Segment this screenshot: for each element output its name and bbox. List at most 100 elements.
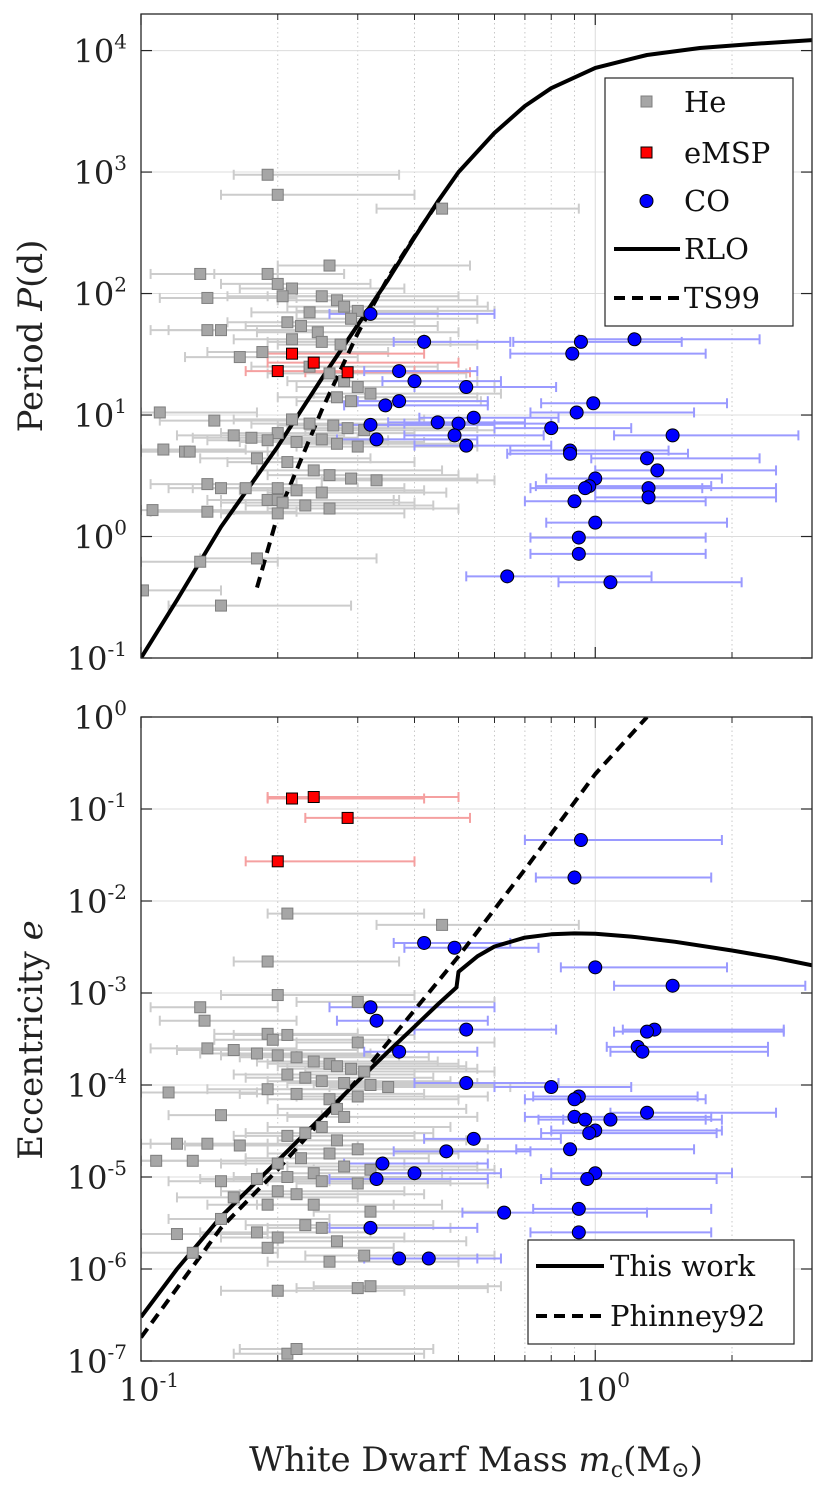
he-point — [282, 908, 293, 919]
he-point — [137, 585, 148, 596]
he-point — [202, 479, 213, 490]
he-point — [346, 313, 357, 324]
he-point — [316, 434, 327, 445]
bottom-y-axis-label: Eccentricity e — [11, 920, 51, 1159]
legend-phinney-label: Phinney92 — [610, 1299, 765, 1333]
he-point — [272, 483, 283, 494]
co-point — [422, 1252, 435, 1265]
x-tick-label: 10-1 — [119, 1368, 179, 1409]
co-point — [641, 452, 654, 465]
he-point — [228, 1045, 239, 1056]
he-point — [359, 1250, 370, 1261]
he-point — [339, 1078, 350, 1089]
co-point — [579, 482, 592, 495]
he-point — [272, 1186, 283, 1197]
he-point — [352, 1144, 363, 1155]
he-point — [316, 291, 327, 302]
he-point — [282, 1172, 293, 1183]
co-point — [572, 1202, 585, 1215]
he-point — [195, 556, 206, 567]
he-point — [316, 1121, 327, 1132]
co-point — [589, 516, 602, 529]
he-point — [215, 325, 226, 336]
he-point — [262, 494, 273, 505]
he-point — [291, 485, 302, 496]
legend-thiswork-label: This work — [610, 1249, 756, 1283]
bottom-y-tick-labels: 10-710-610-510-410-310-210-1100 — [67, 696, 127, 1381]
he-point — [184, 446, 195, 457]
he-point — [291, 436, 302, 447]
he-point — [251, 553, 262, 564]
he-point — [316, 1076, 327, 1087]
emsp-point — [287, 793, 298, 804]
co-point — [651, 464, 664, 477]
y-tick-label: 10-1 — [67, 637, 127, 678]
co-point — [589, 961, 602, 974]
he-point — [365, 1281, 376, 1292]
co-point — [460, 1023, 473, 1036]
he-point — [324, 1256, 335, 1267]
co-point — [568, 871, 581, 884]
he-point — [316, 1222, 327, 1233]
he-point — [163, 1087, 174, 1098]
co-point — [379, 399, 392, 412]
co-point — [418, 936, 431, 949]
co-point — [636, 1045, 649, 1058]
co-point — [467, 411, 480, 424]
he-point — [300, 500, 311, 511]
emsp-point — [342, 812, 353, 823]
he-point — [202, 292, 213, 303]
co-point — [666, 979, 679, 992]
he-point — [282, 457, 293, 468]
he-point — [215, 1213, 226, 1224]
he-point — [277, 497, 288, 508]
he-point — [365, 388, 376, 399]
emsp-point — [287, 348, 298, 359]
he-point — [295, 1153, 306, 1164]
he-point — [339, 1161, 350, 1172]
he-point — [195, 268, 206, 279]
he-point — [437, 203, 448, 214]
he-point — [215, 600, 226, 611]
x-tick-labels: 10-1 100 — [119, 1368, 630, 1409]
co-point — [393, 365, 406, 378]
legend-ts99-label: TS99 — [684, 281, 760, 315]
co-point — [545, 1081, 558, 1094]
co-point — [393, 395, 406, 408]
he-point — [147, 505, 158, 516]
he-point — [251, 1227, 262, 1238]
legend-co-label: CO — [684, 184, 730, 218]
he-point — [272, 278, 283, 289]
he-point — [272, 189, 283, 200]
co-point — [440, 1145, 453, 1158]
y-tick-label: 10-6 — [67, 1248, 127, 1289]
co-point — [574, 834, 587, 847]
co-point — [370, 1014, 383, 1027]
he-point — [282, 317, 293, 328]
he-point — [277, 291, 288, 302]
he-point — [324, 1148, 335, 1159]
co-point — [570, 406, 583, 419]
y-tick-label: 10-5 — [67, 1156, 127, 1197]
he-point — [272, 1050, 283, 1061]
he-point — [246, 432, 257, 443]
emsp-point — [308, 792, 319, 803]
he-point — [295, 321, 306, 332]
y-tick-label: 101 — [74, 394, 127, 435]
y-tick-label: 10-3 — [67, 972, 127, 1013]
co-point — [460, 381, 473, 394]
he-point — [291, 1344, 302, 1355]
he-point — [352, 1178, 363, 1189]
he-point — [262, 1199, 273, 1210]
legend-emsp-marker — [641, 147, 652, 158]
he-point — [282, 1029, 293, 1040]
he-point — [352, 996, 363, 1007]
y-tick-label: 10-4 — [67, 1064, 127, 1105]
co-point — [641, 1106, 654, 1119]
he-point — [316, 487, 327, 498]
y-tick-label: 103 — [74, 151, 127, 192]
he-point — [215, 1176, 226, 1187]
co-point — [431, 416, 444, 429]
he-point — [209, 415, 220, 426]
